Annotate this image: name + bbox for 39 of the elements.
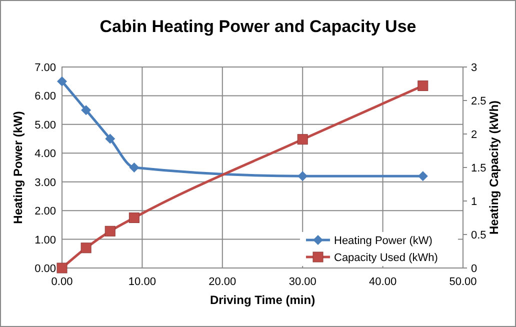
y-tick-label: 2.00: [34, 206, 56, 218]
point: [56, 262, 68, 274]
y-tick-label: 5.00: [34, 119, 56, 132]
point: [298, 171, 308, 182]
point: [129, 162, 140, 172]
point: [105, 134, 116, 144]
point: [104, 226, 116, 236]
y2-tick-label: 2.5: [471, 96, 486, 108]
legend-label: Heating Power (kW): [334, 235, 432, 247]
point: [418, 80, 428, 92]
x-tick-label: 0.00: [51, 276, 73, 288]
y-tick-label: 3.00: [34, 176, 56, 189]
point: [80, 242, 92, 254]
point: [128, 212, 140, 223]
legend-label: Capacity Used (kWh): [334, 252, 438, 264]
y2-tick-label: 3: [471, 62, 478, 74]
point: [57, 76, 67, 86]
y-tick-label: 0.00: [34, 263, 56, 275]
x-axis-title: Driving Time (min): [210, 293, 316, 307]
y2-tick-label: 1.5: [471, 162, 486, 174]
y2-tick-label: 0.5: [471, 230, 486, 242]
chart-title: Cabin Heating Power and Capacity Use: [100, 17, 416, 36]
y-axis-title: Heating Power (kW): [11, 111, 25, 224]
x-tick-label: 40.00: [369, 276, 397, 288]
y2-tick-label: 2: [471, 129, 478, 141]
point: [418, 171, 428, 182]
y-tick-label: 1.00: [34, 234, 56, 246]
y-tick-label: 6.00: [34, 90, 56, 103]
y2-tick-label: 0: [471, 263, 478, 275]
y2-axis-title: Heating Capacity (kWh): [487, 100, 501, 235]
point: [297, 134, 308, 145]
y-tick-label: 7.00: [34, 62, 56, 74]
x-tick-label: 10.00: [128, 276, 156, 288]
y2-tick-label: 1: [471, 196, 478, 208]
x-tick-label: 20.00: [208, 276, 236, 288]
x-tick-label: 30.00: [288, 276, 316, 288]
x-tick-label: 50.00: [449, 276, 477, 288]
y-tick-label: 4.00: [34, 148, 56, 160]
point: [81, 105, 92, 116]
